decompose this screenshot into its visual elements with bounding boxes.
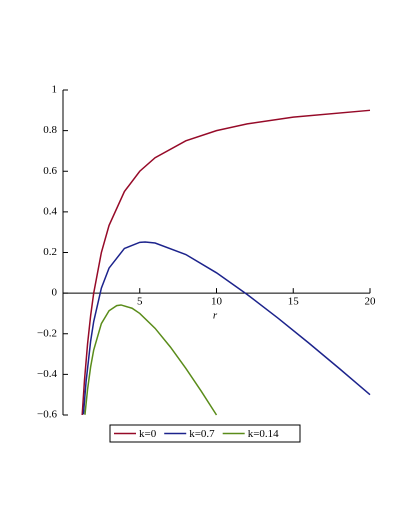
- legend-label: k=0.7: [189, 428, 215, 440]
- x-tick-label: 10: [211, 296, 223, 308]
- y-tick-label: −0.6: [37, 409, 57, 421]
- series-line: [84, 304, 218, 416]
- y-tick-label: 0.8: [43, 124, 57, 136]
- series-line: [82, 241, 371, 415]
- y-tick-label: 1: [52, 84, 58, 96]
- legend-box: [109, 424, 301, 443]
- legend-label: k=0.14: [248, 428, 279, 440]
- y-tick-label: 0.4: [43, 205, 57, 217]
- y-tick-label: 0: [52, 287, 58, 299]
- x-tick-label: 5: [137, 296, 143, 308]
- y-tick-label: −0.4: [37, 368, 57, 380]
- x-tick-label: 15: [288, 296, 300, 308]
- y-tick-label: 0.2: [43, 246, 57, 258]
- series-line: [81, 109, 371, 416]
- y-tick-label: −0.2: [37, 327, 57, 339]
- x-axis-label: r: [213, 310, 218, 322]
- x-tick-label: 20: [365, 296, 377, 308]
- legend-label: k=0: [139, 428, 157, 440]
- y-tick-label: 0.6: [43, 165, 57, 177]
